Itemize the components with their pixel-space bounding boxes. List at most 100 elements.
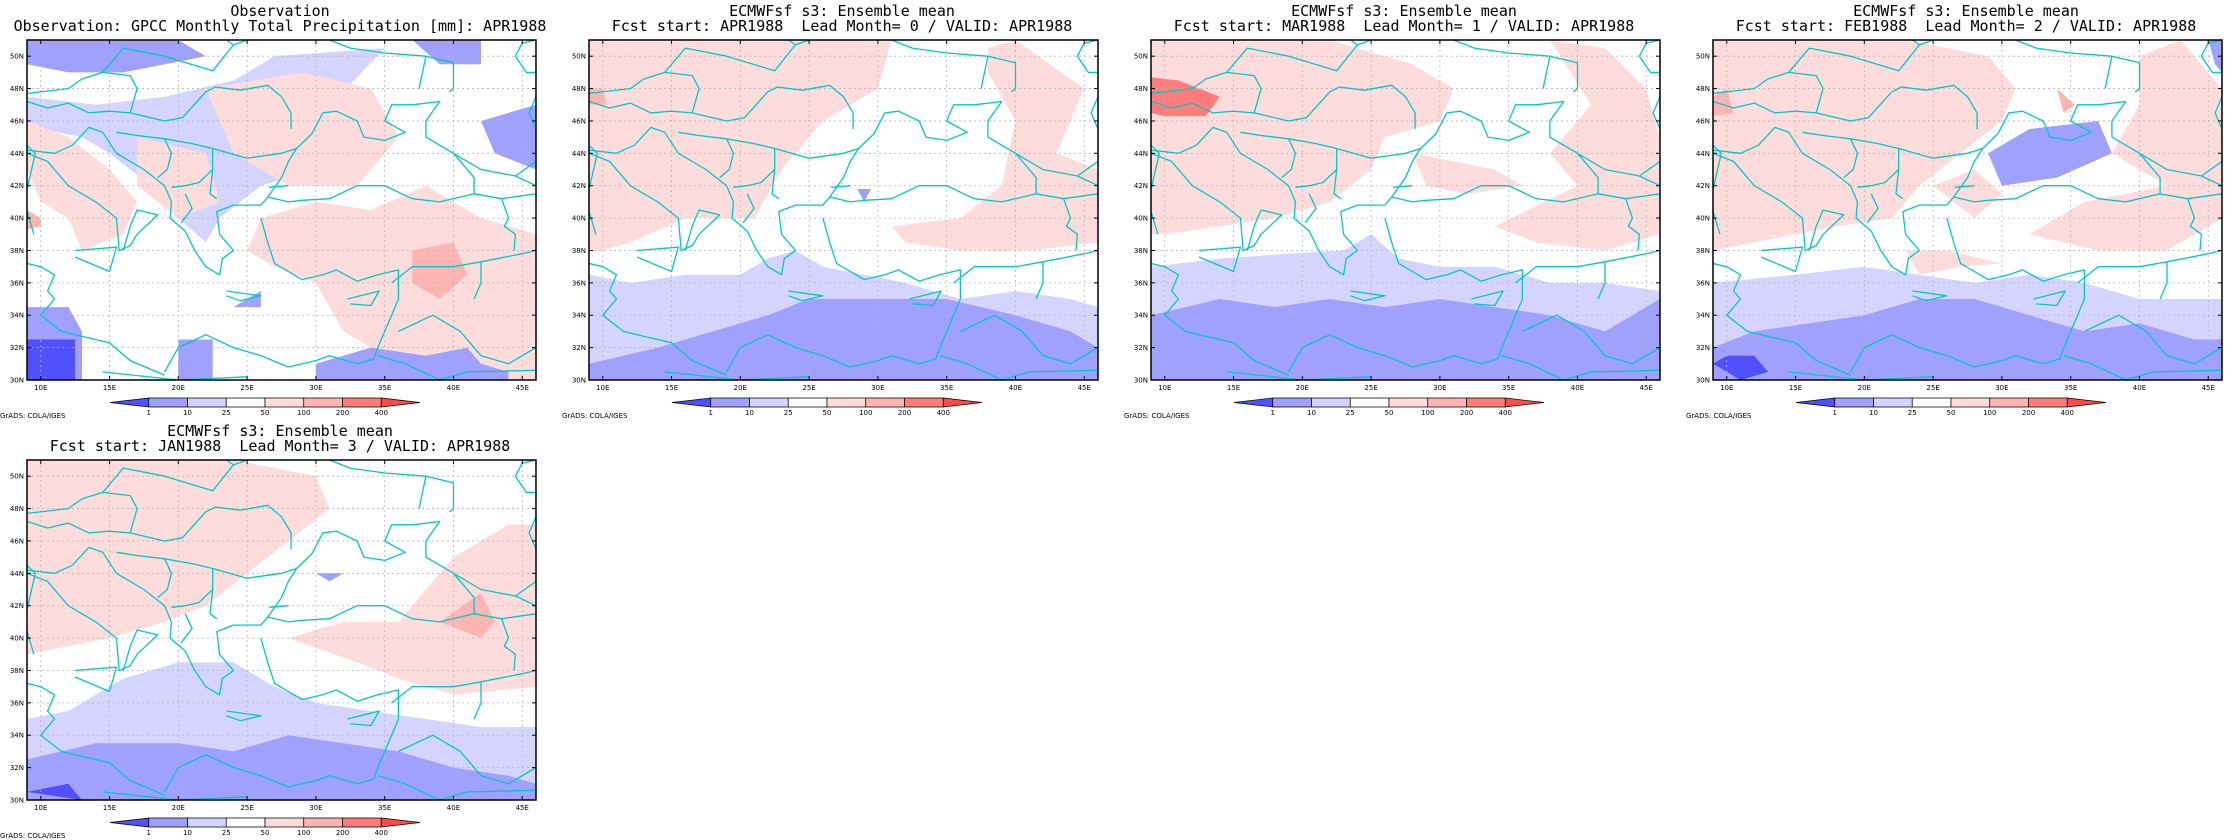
coastline	[788, 40, 796, 46]
coastline	[1760, 246, 1804, 273]
colorbar-swatch	[671, 397, 712, 408]
gridlines	[27, 460, 536, 800]
lat-tick-label: 34N	[572, 312, 586, 320]
precip-field-level-1	[1151, 299, 1660, 380]
coastline	[1898, 147, 1983, 159]
lat-tick-label: 44N	[572, 150, 586, 158]
coastline	[398, 314, 536, 365]
precip-field-level-1	[178, 339, 213, 380]
colorbar-swatch	[1233, 397, 1274, 408]
lon-tick-label: 40E	[447, 384, 460, 392]
colorbar-label: 400	[375, 409, 388, 417]
lat-tick-label: 34N	[1134, 312, 1148, 320]
map-svg: 10E 15E 20E 25E 30E 35E 40E 45E 30N 32N 34N 36N 38N 4…	[572, 39, 1099, 417]
lon-tick-label: 40E	[1571, 384, 1584, 392]
lat-tick-label: 36N	[1696, 279, 1710, 287]
lat-tick-label: 50N	[572, 53, 586, 61]
coastline	[2200, 40, 2222, 74]
panel-title: ECMWFsf s3: Ensemble mean	[1291, 2, 1517, 20]
gridlines	[27, 40, 536, 380]
coastline	[1350, 40, 1358, 46]
lat-tick-label: 30N	[572, 377, 586, 385]
coastline	[391, 249, 536, 284]
lon-tick-label: 40E	[1009, 384, 1022, 392]
coastline	[742, 193, 755, 224]
coastline	[1226, 44, 1358, 73]
lon-tick-label: 25E	[1926, 384, 1939, 392]
coastline	[226, 40, 234, 46]
coastline	[1151, 88, 1262, 114]
lat-tick-label: 32N	[1696, 344, 1710, 352]
coastline	[1151, 152, 1283, 252]
map-svg: 10E 15E 20E 25E 30E 35E 40E 45E 30N 32N 34N 36N 38N 4…	[1134, 39, 1661, 417]
panel-subtitle: Fcst start: FEB1988 Lead Month= 2 / VALI…	[1735, 17, 2197, 35]
lat-tick-label: 34N	[10, 312, 24, 320]
colorbar: 1 10 25 50 100 200 400	[671, 397, 983, 417]
coastline	[515, 595, 536, 607]
lat-tick-label: 48N	[10, 85, 24, 93]
coastline	[2159, 261, 2168, 300]
lon-tick-label: 20E	[172, 804, 185, 812]
colorbar-label: 50	[1385, 409, 1394, 417]
panel-title: ECMWFsf s3: Ensemble mean	[167, 422, 393, 440]
colorbar-label: 100	[1421, 409, 1434, 417]
coastline	[1542, 56, 1551, 89]
coastline	[771, 169, 780, 200]
colorbar-swatch	[225, 397, 266, 408]
colorbar-label: 200	[898, 409, 911, 417]
coastline	[180, 193, 193, 224]
lon-tick-label: 25E	[240, 384, 253, 392]
coastline	[233, 460, 455, 513]
colorbar-swatch	[2066, 397, 2107, 408]
coastline	[27, 152, 159, 252]
coastline	[515, 175, 536, 187]
colorbar-swatch	[148, 397, 188, 408]
colorbar-swatch	[342, 817, 382, 828]
lon-tick-label: 10E	[1158, 384, 1171, 392]
coastline	[102, 464, 234, 493]
coastline	[1288, 217, 1524, 373]
lon-tick-label: 45E	[516, 384, 529, 392]
coastline	[2077, 249, 2222, 284]
lat-tick-label: 38N	[572, 247, 586, 255]
colorbar-swatch	[787, 397, 828, 408]
lat-tick-label: 50N	[1696, 53, 1710, 61]
coastline	[102, 371, 248, 380]
coastline	[1391, 100, 1599, 198]
colorbar-label: 1	[147, 409, 151, 417]
lon-tick-label: 35E	[940, 384, 953, 392]
lon-tick-label: 35E	[2064, 384, 2077, 392]
coastline	[514, 460, 536, 494]
precip-field-level-1	[1713, 299, 2222, 380]
coastline	[473, 261, 482, 300]
lon-tick-label: 15E	[103, 384, 116, 392]
coastline	[27, 546, 269, 696]
coastline	[953, 249, 1098, 284]
panel-title: ECMWFsf s3: Ensemble mean	[729, 2, 955, 20]
coastline	[1713, 88, 1824, 114]
lat-tick-label: 42N	[1696, 182, 1710, 190]
coastline	[514, 40, 536, 74]
colorbar-label: 25	[222, 409, 231, 417]
coastline	[1597, 261, 1606, 300]
coastline	[27, 262, 165, 376]
colorbar: 1 10 25 50 100 200 400	[109, 817, 421, 837]
coastline	[1035, 193, 1098, 200]
colorbar-label: 1	[147, 829, 151, 837]
colorbar-label: 50	[261, 409, 270, 417]
colorbar-label: 1	[1271, 409, 1275, 417]
coastline	[1597, 193, 1660, 200]
precip-field-level-1	[315, 347, 509, 380]
colorbar-label: 100	[297, 829, 310, 837]
lat-tick-label: 44N	[1134, 150, 1148, 158]
lon-tick-label: 40E	[2133, 384, 2146, 392]
lat-tick-label: 36N	[572, 279, 586, 287]
coastline	[1577, 152, 1660, 177]
coastline	[1391, 185, 1599, 203]
coastline	[1919, 40, 2141, 93]
lon-tick-label: 30E	[309, 384, 322, 392]
precip-field-level-4	[1412, 153, 1523, 194]
coastline	[2139, 152, 2222, 177]
lon-tick-label: 45E	[1640, 384, 1653, 392]
coastline	[1639, 175, 1660, 187]
